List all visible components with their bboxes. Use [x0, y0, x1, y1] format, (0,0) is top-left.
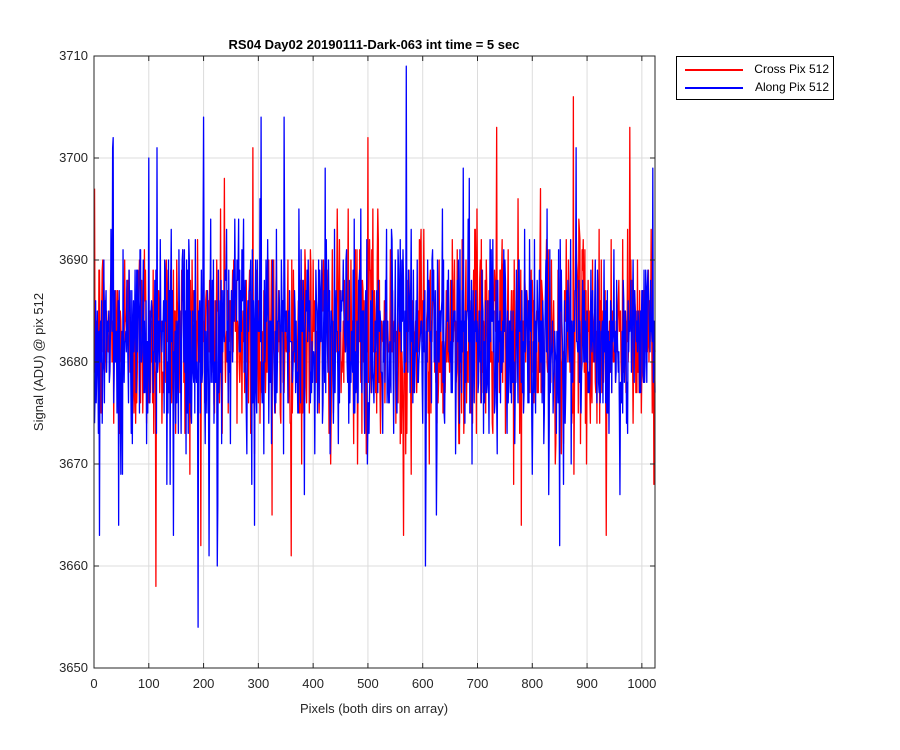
x-tick-label: 100	[138, 676, 160, 691]
legend-swatch-along	[685, 87, 743, 89]
y-tick-label: 3660	[59, 558, 88, 573]
x-tick-label: 900	[576, 676, 598, 691]
series-line-along-pix-512	[93, 65, 656, 628]
y-tick-label: 3670	[59, 456, 88, 471]
x-tick-label: 600	[412, 676, 434, 691]
x-tick-label: 0	[90, 676, 97, 691]
x-tick-label: 1000	[627, 676, 656, 691]
y-tick-label: 3700	[59, 150, 88, 165]
x-tick-label: 500	[357, 676, 379, 691]
legend-item-cross: Cross Pix 512	[681, 61, 831, 79]
y-tick-label: 3650	[59, 660, 88, 675]
y-tick-label: 3680	[59, 354, 88, 369]
x-tick-label: 200	[193, 676, 215, 691]
legend-label-along: Along Pix 512	[754, 80, 829, 94]
legend-label-cross: Cross Pix 512	[754, 62, 829, 76]
y-tick-label: 3690	[59, 252, 88, 267]
x-tick-label: 800	[521, 676, 543, 691]
x-axis-label: Pixels (both dirs on array)	[300, 701, 448, 716]
legend-swatch-cross	[685, 69, 743, 71]
chart-title: RS04 Day02 20190111-Dark-063 int time = …	[229, 37, 520, 52]
legend-item-along: Along Pix 512	[681, 79, 831, 97]
y-axis-label: Signal (ADU) @ pix 512	[31, 293, 46, 431]
y-tick-label: 3710	[59, 48, 88, 63]
x-tick-label: 400	[302, 676, 324, 691]
x-tick-label: 300	[248, 676, 270, 691]
x-tick-label: 700	[467, 676, 489, 691]
legend: Cross Pix 512 Along Pix 512	[676, 56, 834, 100]
plot-area: 0 100 200 300 400 500 600 700 800 900 1000 3650 3660…	[59, 48, 656, 691]
series-layer	[93, 65, 656, 628]
ticks: 0 100 200 300 400 500 600 700 800 900 1000 3650 3660…	[59, 48, 656, 691]
